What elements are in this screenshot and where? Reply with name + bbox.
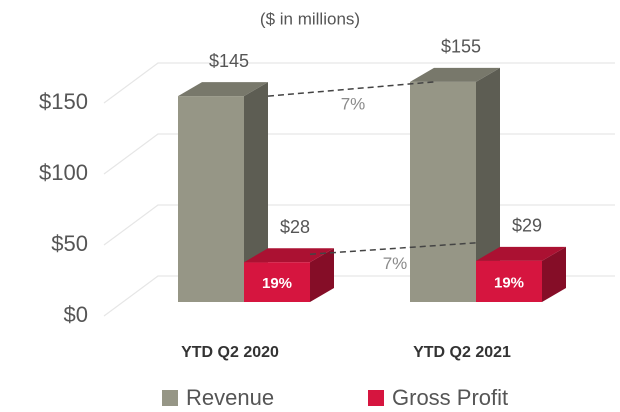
growth-line xyxy=(267,81,435,97)
bar-top xyxy=(476,246,566,261)
bar xyxy=(410,81,476,303)
bar-side xyxy=(476,67,500,303)
x-tick-label: YTD Q2 2021 xyxy=(413,344,511,361)
bar-side xyxy=(310,248,334,302)
legend-label: Gross Profit xyxy=(392,385,508,410)
y-tick-label: $100 xyxy=(39,160,88,185)
legend-swatch xyxy=(162,390,178,406)
growth-line xyxy=(309,242,477,255)
value-label: $28 xyxy=(280,217,310,237)
margin-label: 19% xyxy=(494,274,524,291)
value-label: $155 xyxy=(441,37,481,57)
chart-subtitle: ($ in millions) xyxy=(260,9,360,28)
bar xyxy=(178,96,244,302)
y-tick-label: $0 xyxy=(64,302,88,327)
bar-top xyxy=(244,248,334,263)
grid-line xyxy=(103,62,615,104)
value-label: $145 xyxy=(209,51,249,71)
bar-top xyxy=(410,67,500,82)
growth-label: 7% xyxy=(383,254,408,273)
y-tick-label: $50 xyxy=(51,231,88,256)
margin-label: 19% xyxy=(262,275,292,292)
x-tick-label: YTD Q2 2020 xyxy=(181,344,279,361)
legend-label: Revenue xyxy=(186,385,274,410)
y-tick-label: $150 xyxy=(39,89,88,114)
value-label: $29 xyxy=(512,216,542,236)
growth-label: 7% xyxy=(341,94,366,113)
bar-side xyxy=(244,82,268,302)
legend-swatch xyxy=(368,390,384,406)
bar xyxy=(244,262,310,302)
bar xyxy=(476,260,542,302)
bar-side xyxy=(542,246,566,302)
bar-top xyxy=(178,82,268,97)
